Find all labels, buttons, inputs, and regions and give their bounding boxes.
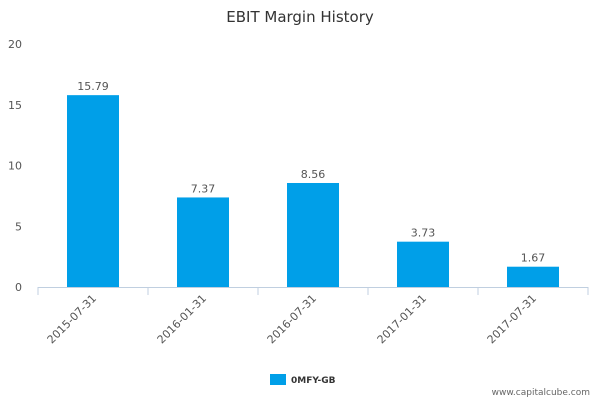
data-label: 15.79 xyxy=(77,80,109,93)
y-tick-label: 0 xyxy=(15,281,22,294)
bar[interactable] xyxy=(67,95,119,288)
data-label: 8.56 xyxy=(301,168,326,181)
bar[interactable] xyxy=(507,266,559,287)
y-tick-label: 10 xyxy=(8,160,22,173)
data-label: 3.73 xyxy=(411,227,436,240)
x-axis: 2015-07-31 2016-01-31 2016-07-31 2017-01-31… xyxy=(37,287,589,346)
bars: 15.79 7.37 8.56 3.73 1.67 xyxy=(67,80,559,288)
x-tick-label: 2016-07-31 xyxy=(265,292,319,346)
data-label: 1.67 xyxy=(521,252,546,265)
x-tick-label: 2017-01-31 xyxy=(375,292,429,346)
legend-swatch xyxy=(270,374,286,385)
y-tick-label: 5 xyxy=(15,220,22,233)
legend-label: 0MFY-GB xyxy=(291,376,336,386)
chart-title: EBIT Margin History xyxy=(226,8,374,26)
data-label: 7.37 xyxy=(191,182,216,195)
legend[interactable]: 0MFY-GB xyxy=(270,374,336,386)
bar[interactable] xyxy=(397,241,449,287)
watermark: www.capitalcube.com xyxy=(492,388,590,398)
bar[interactable] xyxy=(287,182,339,287)
x-tick-label: 2016-01-31 xyxy=(155,292,209,346)
y-tick-label: 20 xyxy=(8,38,22,51)
y-axis: 0 5 10 15 20 xyxy=(8,38,22,294)
x-tick-label: 2017-07-31 xyxy=(485,292,539,346)
bar[interactable] xyxy=(177,197,229,287)
x-tick-label: 2015-07-31 xyxy=(45,292,99,346)
y-tick-label: 15 xyxy=(8,99,22,112)
